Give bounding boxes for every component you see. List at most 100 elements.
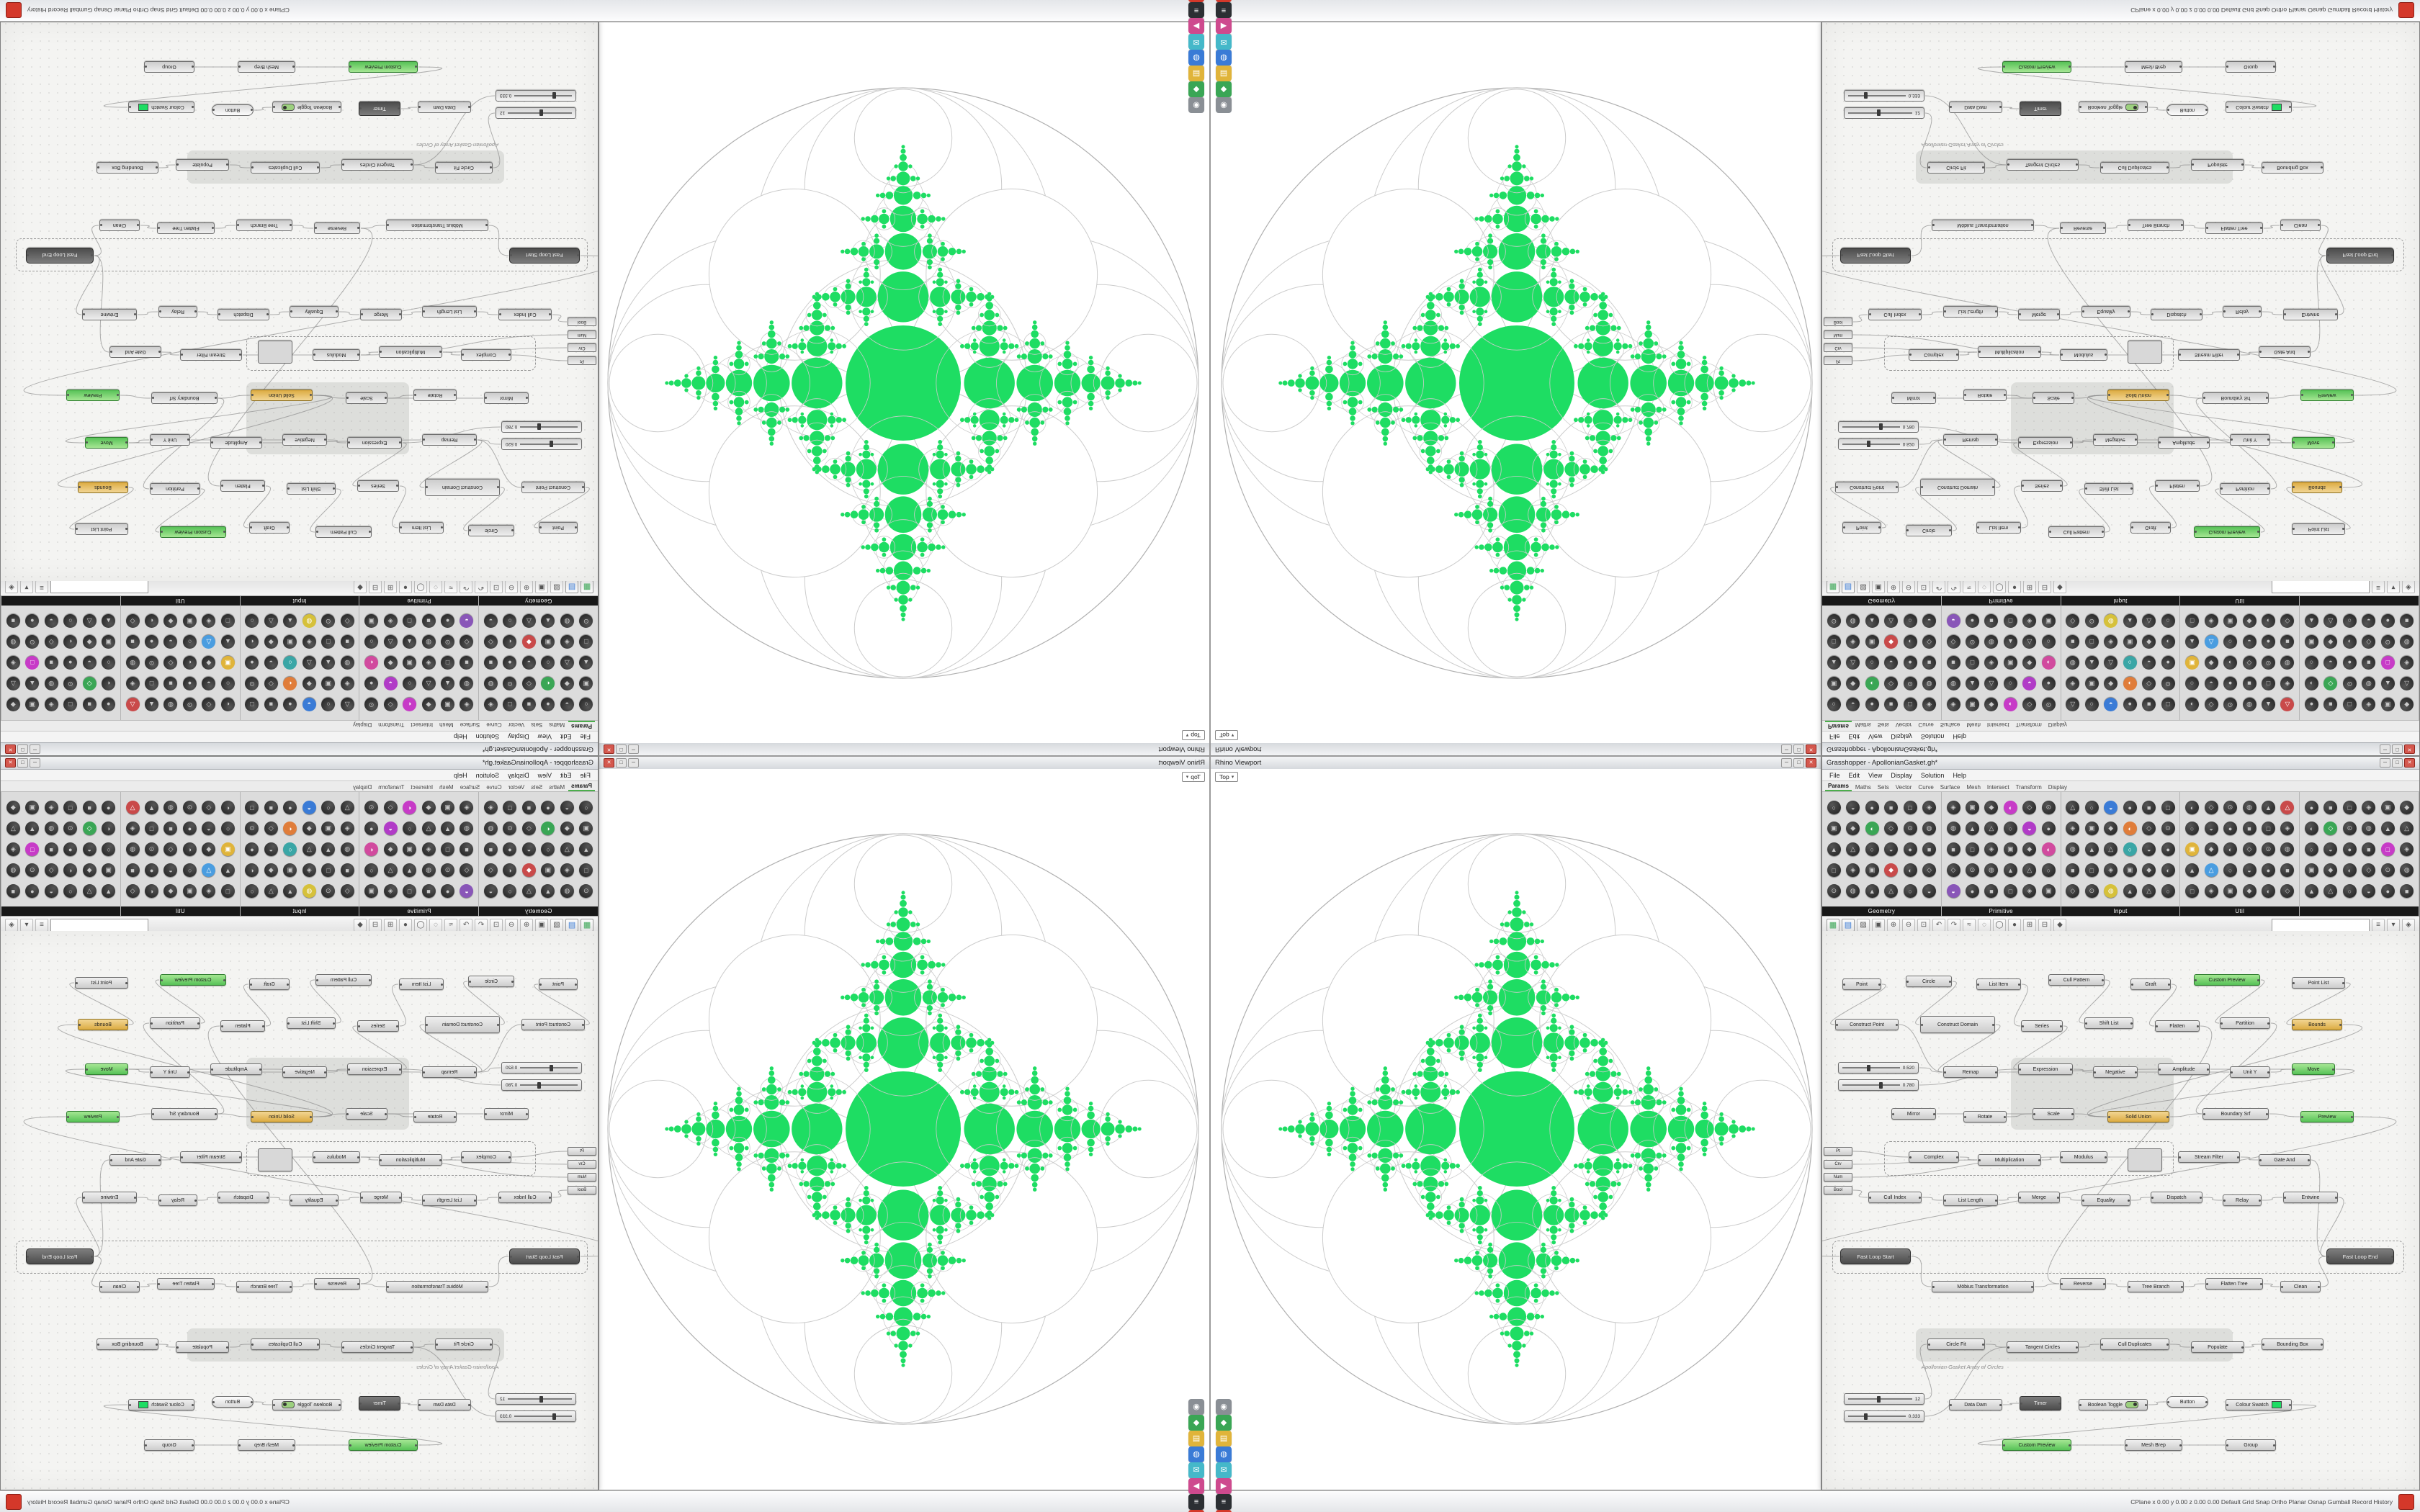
component-icon[interactable]: ◒ [2323,842,2338,856]
component-icon[interactable]: ○ [2084,801,2099,814]
gh-node-stream-filter[interactable]: Stream Filter [180,349,242,361]
gh-tab-sets[interactable]: Sets [1877,721,1889,728]
gh-node-mirror[interactable]: Mirror [1891,392,1936,404]
gh-node-entwine[interactable]: Entwine [82,309,137,320]
gh-menu-view[interactable]: View [1868,733,1883,741]
taskbar-app-explorer[interactable]: ▤ [1188,66,1204,82]
gh-node-tangent-circles[interactable]: Tangent Circles [341,159,413,171]
gh-node-dispatch[interactable]: Dispatch [2151,309,2202,320]
viewport-tab-top[interactable]: Top ▾ [1215,730,1239,740]
gh-node-button[interactable]: Button [2166,104,2208,116]
component-icon[interactable]: ○ [245,884,259,898]
component-icon[interactable]: ▣ [2380,698,2395,711]
component-icon[interactable]: △ [2204,635,2218,649]
slider-knob[interactable] [1876,109,1881,117]
gh-node-pt[interactable]: Pt [568,356,596,365]
component-icon[interactable]: ▣ [2084,822,2099,835]
taskbar-app-rhino[interactable]: ◉ [1216,97,1232,114]
component-icon[interactable]: ◇ [2022,698,2037,711]
gh-node-data-dam[interactable]: Data Dam [418,1399,471,1410]
component-icon[interactable]: ◈ [421,842,436,856]
component-icon[interactable]: □ [2342,801,2357,814]
gh-tab-surface[interactable]: Surface [1940,784,1960,791]
component-icon[interactable]: ● [1903,656,1917,670]
component-icon[interactable]: ◈ [2362,698,2376,711]
lock-solver-icon[interactable]: ◈ [2402,919,2415,932]
hide-dialogs-icon[interactable]: ▾ [20,580,33,593]
component-icon[interactable]: ⊙ [441,863,455,877]
slider-knob[interactable] [1867,441,1871,448]
slider-knob[interactable] [1867,1064,1871,1071]
gh-node-flatten[interactable]: Flatten [2155,480,2200,492]
group-icon[interactable]: ⊞ [2023,580,2036,593]
gh-tab-curve[interactable]: Curve [1918,721,1934,728]
component-icon[interactable]: ⊙ [579,614,593,628]
component-icon[interactable]: ● [1903,842,1917,856]
component-icon[interactable]: ▣ [364,884,379,898]
component-icon[interactable]: ◈ [1984,656,1999,670]
grasshopper-titlebar[interactable]: Grasshopper - ApollonianGasket.gh* ─ □ ✕ [1822,742,2419,755]
component-icon[interactable]: △ [2280,698,2295,711]
gh-node-custom-preview[interactable]: Custom Preview [160,526,226,538]
component-icon[interactable]: △ [2323,884,2338,898]
tray-record-icon[interactable] [2398,1493,2414,1510]
component-icon[interactable]: ◍ [2362,677,2376,690]
component-icon[interactable]: △ [202,863,216,877]
component-icon[interactable]: ▲ [1865,614,1879,628]
gh-menu-file[interactable]: File [580,733,591,741]
gh-node-custom-preview[interactable]: Custom Preview [349,1439,418,1451]
gh-node-series[interactable]: Series [2021,1020,2063,1032]
gh-node-bool[interactable]: Bool [1824,1186,1852,1194]
component-icon[interactable]: ▣ [2003,842,2017,856]
component-icon[interactable]: ▲ [579,656,593,670]
ungroup-icon[interactable]: ⊟ [2038,919,2051,932]
gh-node-crv[interactable]: Crv [568,1160,596,1169]
preview-shaded-icon[interactable]: ● [399,919,412,932]
component-icon[interactable]: ◈ [483,698,498,711]
component-icon[interactable]: ■ [1984,614,1999,628]
taskbar-app-terminal[interactable]: ≡ [1216,1493,1232,1510]
component-icon[interactable]: ◐ [283,822,297,835]
component-icon[interactable]: △ [2142,884,2156,898]
gh-node-shift-list[interactable]: Shift List [2084,483,2133,495]
component-icon[interactable]: ○ [2304,842,2318,856]
taskbar-app-browser[interactable]: ◍ [1188,50,1204,66]
component-icon[interactable]: ◍ [1846,884,1860,898]
gh-node-bounding-box[interactable]: Bounding Box [97,1338,158,1350]
close-button[interactable]: ✕ [5,744,16,754]
component-icon[interactable]: ⊙ [2161,822,2175,835]
gh-node-timer[interactable]: Timer [2020,102,2061,116]
component-icon[interactable]: ○ [1903,884,1917,898]
component-icon[interactable]: ◒ [483,614,498,628]
grasshopper-titlebar[interactable]: Grasshopper - ApollonianGasket.gh* ─ □ ✕ [1822,757,2419,770]
maximize-button[interactable]: □ [616,758,627,768]
component-icon[interactable]: ◇ [202,698,216,711]
gh-node-number-slider[interactable]: 0.780 [1838,1079,1919,1091]
component-icon[interactable]: ◐ [145,884,159,898]
component-icon[interactable]: ● [364,677,379,690]
component-icon[interactable]: △ [82,884,97,898]
gh-node-mesh-brep[interactable]: Mesh Brep [2125,1439,2182,1451]
canvas-config-icon[interactable]: ≡ [35,919,48,932]
gh-node-unit-y[interactable]: Unit Y [2230,1066,2270,1078]
component-icon[interactable]: ◐ [541,822,555,835]
gh-tab-curve[interactable]: Curve [1918,784,1934,791]
component-icon[interactable]: ◈ [44,801,58,814]
component-icon[interactable]: ○ [541,842,555,856]
component-icon[interactable]: ◈ [2280,677,2295,690]
component-icon[interactable]: ▣ [403,656,417,670]
gh-node-point-list[interactable]: Point List [2292,977,2345,989]
component-icon[interactable]: ● [102,801,116,814]
zoom-in-icon[interactable]: ⊕ [1887,580,1900,593]
gh-menu-help[interactable]: Help [1953,771,1966,779]
gh-node-pt[interactable]: Pt [568,1147,596,1156]
gh-node-custom-preview[interactable]: Custom Preview [2194,974,2260,986]
taskbar-app-grasshopper[interactable]: ◆ [1216,1414,1232,1431]
component-icon[interactable]: ◒ [521,842,536,856]
taskbar-app-explorer[interactable]: ▤ [1188,1430,1204,1446]
component-icon[interactable]: △ [2323,614,2338,628]
component-icon[interactable]: ▲ [283,884,297,898]
tray-record-icon[interactable] [6,1493,22,1510]
component-icon[interactable]: ■ [2066,863,2080,877]
component-icon[interactable]: ⊙ [245,822,259,835]
